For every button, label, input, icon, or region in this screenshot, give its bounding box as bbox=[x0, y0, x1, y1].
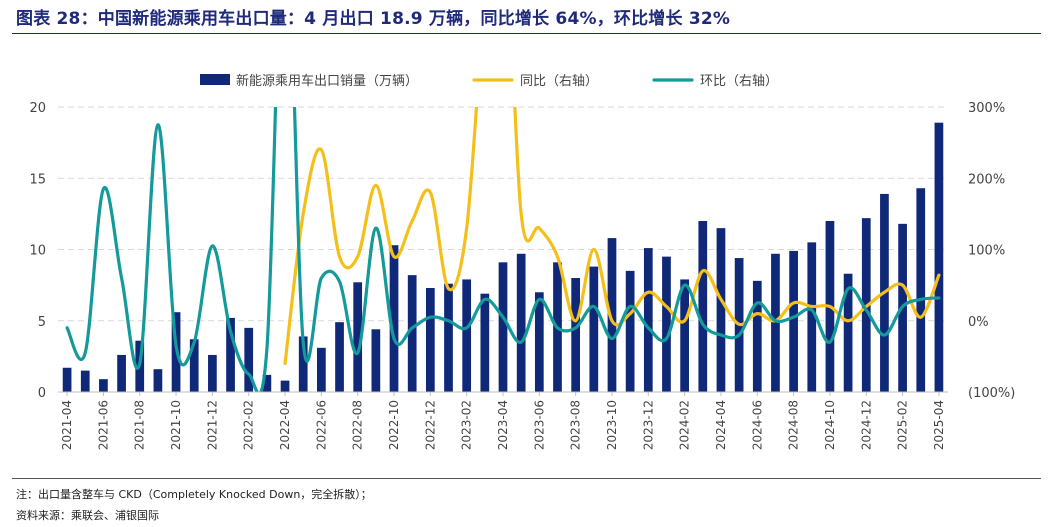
bar bbox=[534, 292, 544, 392]
legend-label: 环比（右轴） bbox=[700, 74, 778, 89]
bar bbox=[716, 228, 726, 392]
x-tick-label: 2024-06 bbox=[750, 400, 764, 450]
y-left-tick-label: 0 bbox=[38, 386, 46, 401]
legend: 新能源乘用车出口销量（万辆） 同比（右轴） 环比（右轴） bbox=[200, 73, 778, 89]
y-left-tick-label: 20 bbox=[29, 101, 46, 116]
bar bbox=[99, 379, 108, 392]
bar bbox=[425, 287, 435, 392]
yoy-line bbox=[283, 107, 941, 366]
legend-label: 新能源乘用车出口销量（万辆） bbox=[236, 73, 418, 89]
y-right-tick-label: 200% bbox=[968, 172, 1005, 187]
bar bbox=[625, 270, 635, 392]
x-tick-label: 2021-10 bbox=[169, 400, 183, 450]
x-tick-label: 2022-06 bbox=[314, 400, 328, 450]
mom-line bbox=[65, 107, 941, 392]
bar bbox=[62, 367, 72, 392]
line-series bbox=[65, 107, 941, 392]
x-tick-label: 2024-10 bbox=[823, 400, 837, 450]
x-tick-label: 2024-04 bbox=[714, 400, 728, 450]
title-divider bbox=[12, 33, 1041, 34]
x-tick-label: 2022-04 bbox=[278, 400, 292, 450]
right-axis: (100%) 0% 100% 200% 300% bbox=[968, 101, 1015, 401]
bar-series bbox=[62, 122, 944, 393]
y-right-tick-label: (100%) bbox=[968, 386, 1015, 401]
bar bbox=[407, 275, 417, 392]
bar bbox=[462, 279, 472, 392]
bar bbox=[607, 238, 617, 392]
x-tick-label: 2021-12 bbox=[205, 400, 219, 450]
x-tick-label: 2021-04 bbox=[60, 400, 74, 450]
x-tick-label: 2024-02 bbox=[678, 400, 692, 450]
bar bbox=[771, 253, 780, 392]
bar bbox=[643, 248, 653, 392]
bar bbox=[698, 221, 708, 392]
y-right-tick-label: 0% bbox=[968, 315, 989, 330]
bar bbox=[444, 283, 453, 392]
source-note: 资料来源：乘联会、浦银国际 bbox=[16, 509, 159, 522]
bar bbox=[80, 370, 90, 392]
x-tick-label: 2023-10 bbox=[605, 400, 619, 450]
x-axis: 2021-04 2021-06 2021-08 2021-10 2021-12 2022-… bbox=[58, 391, 948, 450]
bar bbox=[589, 266, 599, 392]
bar bbox=[571, 278, 581, 392]
bar bbox=[752, 280, 762, 392]
bar bbox=[516, 253, 526, 392]
x-tick-label: 2023-08 bbox=[569, 400, 583, 450]
x-tick-label: 2023-04 bbox=[496, 400, 510, 450]
bar bbox=[208, 354, 217, 392]
left-axis: 0 5 10 15 20 bbox=[29, 101, 46, 401]
bar bbox=[680, 279, 689, 392]
bar bbox=[480, 293, 490, 392]
bar bbox=[843, 273, 853, 392]
y-left-tick-label: 15 bbox=[29, 172, 46, 187]
footnote: 注：出口量含整车与 CKD（Completely Knocked Down，完全… bbox=[16, 488, 372, 501]
bar bbox=[916, 188, 926, 392]
x-tick-label: 2025-04 bbox=[932, 400, 946, 450]
bar bbox=[153, 369, 163, 392]
chart-title: 图表 28：中国新能源乘用车出口量：4 月出口 18.9 万辆，同比增长 64%… bbox=[16, 9, 731, 29]
bar bbox=[335, 322, 344, 392]
bar bbox=[371, 329, 381, 392]
x-tick-label: 2022-08 bbox=[351, 400, 365, 450]
y-right-tick-label: 300% bbox=[968, 101, 1005, 116]
bar bbox=[189, 339, 199, 392]
bar bbox=[262, 374, 272, 392]
bar bbox=[662, 256, 671, 392]
bar bbox=[226, 317, 235, 392]
bar bbox=[789, 250, 798, 392]
x-tick-label: 2021-06 bbox=[96, 400, 110, 450]
x-tick-label: 2023-06 bbox=[532, 400, 546, 450]
bar bbox=[117, 354, 126, 392]
footer-divider bbox=[12, 478, 1041, 479]
legend-swatch-bar bbox=[200, 74, 230, 85]
x-tick-label: 2022-02 bbox=[242, 400, 256, 450]
x-tick-label: 2021-08 bbox=[133, 400, 147, 450]
bar bbox=[934, 122, 944, 393]
x-tick-label: 2023-02 bbox=[460, 400, 474, 450]
y-right-tick-label: 100% bbox=[968, 244, 1005, 259]
bar bbox=[280, 380, 290, 392]
bar bbox=[807, 242, 817, 392]
bar bbox=[244, 327, 254, 392]
x-tick-label: 2024-12 bbox=[859, 400, 873, 450]
x-tick-label: 2023-12 bbox=[641, 400, 655, 450]
legend-label: 同比（右轴） bbox=[520, 74, 598, 89]
x-tick-label: 2022-12 bbox=[423, 400, 437, 450]
bar bbox=[317, 347, 326, 392]
bar bbox=[389, 245, 399, 392]
x-tick-label: 2022-10 bbox=[387, 400, 401, 450]
bar bbox=[498, 262, 508, 392]
x-tick-label: 2024-08 bbox=[787, 400, 801, 450]
y-left-tick-label: 5 bbox=[38, 315, 46, 330]
bar bbox=[298, 336, 308, 392]
y-left-tick-label: 10 bbox=[29, 244, 46, 259]
x-tick-label: 2025-02 bbox=[896, 400, 910, 450]
bar bbox=[353, 282, 363, 392]
